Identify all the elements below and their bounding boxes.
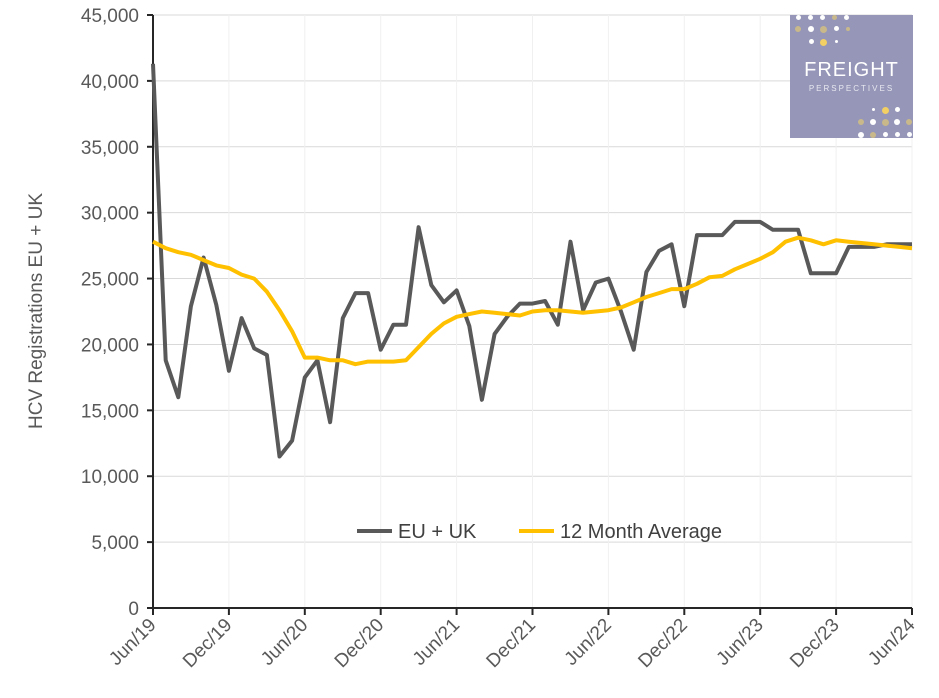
logo-dot [795, 15, 801, 20]
legend-label-12-month-average: 12 Month Average [560, 521, 722, 543]
logo-dot [819, 15, 825, 20]
logo-dot [906, 132, 912, 137]
logo-dot [870, 119, 876, 125]
x-tick-label: Jun/19 [105, 615, 160, 670]
x-tick-label: Dec/20 [331, 615, 388, 672]
logo-dot [831, 15, 837, 20]
logo-dot [894, 107, 900, 112]
logo-dot [871, 108, 875, 111]
logo-dot [894, 132, 900, 137]
logo-dot [906, 119, 912, 125]
logo-title: FREIGHT [804, 59, 899, 81]
logo-dot [894, 119, 900, 125]
logo-dot [833, 26, 839, 31]
y-tick-label: 20,000 [81, 335, 139, 356]
x-tick-label: Jun/22 [561, 615, 616, 670]
x-tick-label: Dec/19 [179, 615, 236, 672]
x-tick-label: Jun/23 [713, 615, 768, 670]
logo-dot [795, 26, 801, 32]
logo-dot [846, 27, 850, 31]
x-tick-label: Jun/20 [257, 615, 312, 670]
legend: EU + UK 12 Month Average [357, 521, 722, 543]
logo-dot [834, 40, 838, 43]
x-tick-label: Jun/24 [864, 614, 919, 669]
logo-dot [808, 26, 814, 32]
logo-dot [819, 39, 827, 46]
y-tick-label: 25,000 [81, 270, 139, 291]
y-tick-label: 30,000 [81, 204, 139, 225]
y-tick-label: 45,000 [81, 6, 139, 27]
logo-dot [808, 39, 814, 44]
y-tick-label: 10,000 [81, 467, 139, 488]
logo-dot [870, 132, 876, 138]
x-tick-label: Dec/22 [634, 615, 691, 672]
y-tick-label: 35,000 [81, 138, 139, 159]
logo-dot [881, 107, 889, 114]
series-line-eu-uk [151, 63, 912, 459]
y-tick-label: 40,000 [81, 72, 139, 93]
series-line-12-month-average [152, 235, 913, 367]
x-tick-label: Dec/21 [483, 615, 540, 672]
logo-subtitle: PERSPECTIVES [808, 84, 895, 93]
y-tick-label: 5,000 [91, 533, 139, 554]
logo-dot [819, 26, 827, 33]
y-tick-label: 15,000 [81, 401, 139, 422]
y-tick-label: 0 [128, 599, 139, 620]
freight-perspectives-logo: FREIGHT PERSPECTIVES [790, 15, 913, 138]
legend-label-eu-uk: EU + UK [398, 521, 477, 543]
logo-dot [858, 119, 864, 125]
logo-dot [881, 119, 889, 126]
x-tick-label: Jun/21 [409, 615, 464, 670]
y-axis-label: HCV Registrations EU + UK [26, 193, 47, 429]
logo-dot [843, 15, 849, 20]
logo-dot [807, 15, 813, 20]
logo-dot [858, 132, 864, 138]
logo-dot [882, 132, 888, 137]
x-tick-label: Dec/23 [786, 615, 843, 672]
